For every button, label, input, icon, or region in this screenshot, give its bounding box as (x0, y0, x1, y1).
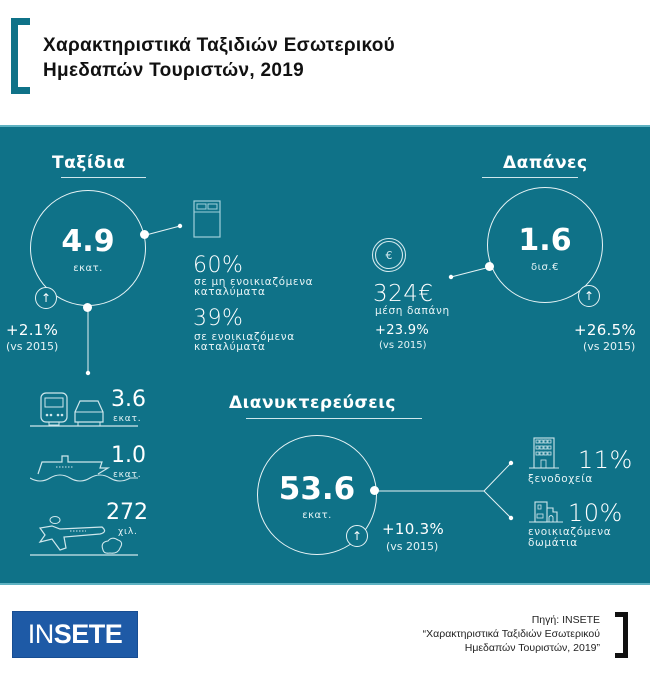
logo-text-thin: IN (27, 619, 55, 649)
non-rented-label-2: καταλύματα (194, 286, 266, 298)
overnights-up-arrow-icon: ↑ (346, 525, 368, 547)
air-unit: χιλ. (118, 527, 138, 537)
spending-value: 1.6 (518, 223, 572, 258)
rooms-label-2: δωμάτια (528, 537, 578, 549)
hotels-pct: 11% (578, 446, 633, 474)
trips-up-arrow-icon: ↑ (35, 287, 57, 309)
source-line-1: Πηγή: INSETE (531, 614, 600, 626)
rented-label-2: καταλύματα (194, 341, 266, 353)
title-bracket (11, 18, 30, 94)
svg-text:€: € (386, 249, 393, 262)
trips-value: 4.9 (61, 224, 115, 259)
overnights-title-rule (246, 418, 422, 419)
sea-unit: εκατ. (113, 470, 142, 480)
overnights-unit: εκατ. (302, 510, 332, 521)
page-title: Χαρακτηριστικά Ταξιδιών Εσωτερικού Ημεδα… (43, 33, 395, 83)
road-unit: εκατ. (113, 414, 142, 424)
euro-coin-icon: € (371, 237, 407, 273)
overnights-connector-dot (370, 486, 379, 495)
trips-change-ref: (vs 2015) (6, 340, 59, 353)
rooms-pct: 10% (568, 499, 623, 527)
rented-rooms-icon (529, 501, 563, 523)
trips-bottom-dot (83, 303, 92, 312)
source-citation: Πηγή: INSETE “Χαρακτηριστικά Ταξιδιών Εσ… (423, 613, 600, 655)
sea-value: 1.0 (111, 443, 146, 468)
ship-icon (30, 455, 138, 482)
connector-lines (85, 223, 514, 521)
avg-spend-change: +23.9% (375, 323, 429, 338)
overnights-change: +10.3% (382, 520, 445, 538)
title-line-2: Ημεδαπών Τουριστών, 2019 (43, 60, 304, 81)
trips-title: Ταξίδια (52, 153, 126, 173)
spending-title: Δαπάνες (503, 153, 588, 173)
trips-change: +2.1% (6, 321, 59, 339)
avg-spend-change-ref: (vs 2015) (379, 340, 427, 351)
overnights-change-ref: (vs 2015) (386, 540, 439, 553)
air-value: 272 (106, 500, 148, 525)
rented-pct: 39% (193, 306, 244, 331)
spending-change-ref: (vs 2015) (583, 340, 636, 353)
hotels-label: ξενοδοχεία (528, 473, 593, 485)
source-bracket (615, 612, 628, 658)
spending-unit: δισ.€ (531, 262, 559, 273)
avg-spend-label: μέση δαπάνη (375, 305, 450, 317)
bed-icon (193, 200, 221, 238)
non-rented-label-1: σε μη ενοικιαζόμενα (194, 276, 314, 288)
spending-connector-dot (485, 262, 494, 271)
source-line-2: “Χαρακτηριστικά Ταξιδιών Εσωτερικού (422, 628, 600, 640)
spending-change: +26.5% (574, 321, 637, 339)
airplane-icon (30, 516, 138, 556)
insete-logo: INSETE (12, 611, 138, 658)
road-value: 3.6 (111, 387, 146, 412)
trips-unit: εκατ. (73, 263, 103, 274)
bus-car-icon (30, 392, 138, 427)
logo-text-bold: SETE (53, 619, 123, 649)
trips-title-rule (61, 177, 146, 178)
source-line-3: Ημεδαπών Τουριστών, 2019” (464, 642, 600, 654)
rooms-label-1: ενοικιαζόμενα (528, 526, 612, 538)
non-rented-pct: 60% (193, 253, 244, 278)
spending-up-arrow-icon: ↑ (578, 285, 600, 307)
spending-title-rule (482, 177, 578, 178)
header: Χαρακτηριστικά Ταξιδιών Εσωτερικού Ημεδα… (0, 0, 650, 125)
overnights-circle (257, 435, 377, 555)
spending-circle (487, 187, 603, 303)
hotel-building-icon (529, 437, 559, 469)
avg-spend-value: 324€ (373, 281, 434, 307)
overnights-title: Διανυκτερεύσεις (229, 393, 396, 413)
overnights-value: 53.6 (278, 471, 356, 507)
rented-label-1: σε ενοικιαζόμενα (194, 331, 295, 343)
title-line-1: Χαρακτηριστικά Ταξιδιών Εσωτερικού (43, 35, 396, 56)
trips-connector-dot (140, 230, 149, 239)
